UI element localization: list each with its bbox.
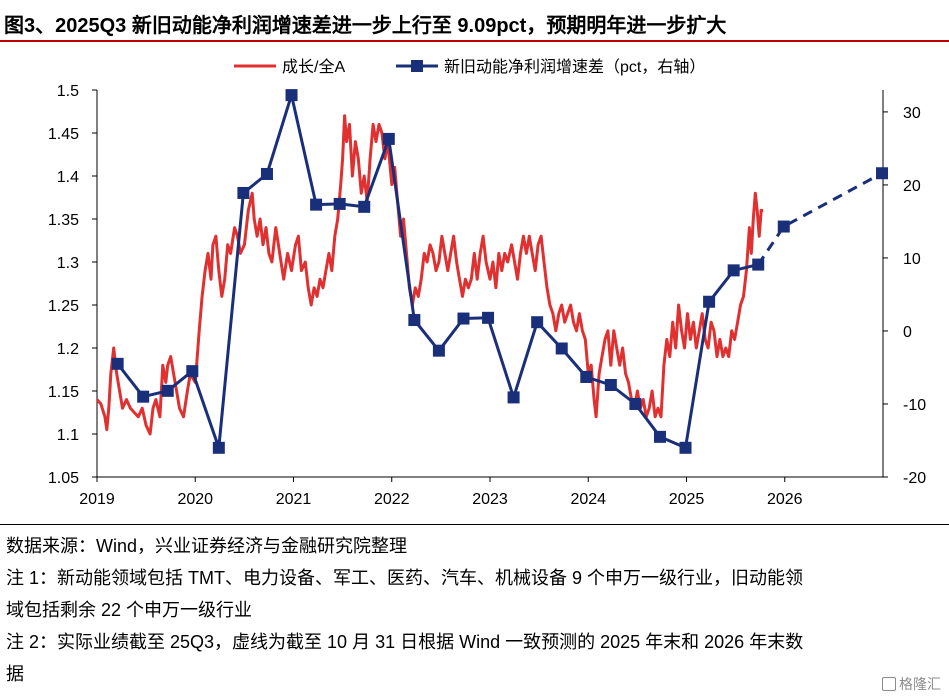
left-tick-label: 1.45: [48, 126, 79, 143]
note-2-line-2: 据: [6, 664, 24, 684]
data-point-marker: [285, 89, 298, 102]
line-chart: 1.51.451.41.351.31.251.21.151.11.0530201…: [48, 58, 926, 508]
data-point-marker: [679, 441, 692, 454]
left-tick-label: 1.4: [57, 169, 79, 186]
forecast-dashed-line: [756, 171, 883, 266]
data-point-marker: [703, 295, 716, 308]
legend-label-growth: 成长/全A: [282, 58, 345, 76]
watermark: 格隆汇: [880, 674, 943, 694]
source-note: 数据来源：Wind，兴业证券经济与金融研究院整理: [6, 536, 408, 556]
x-tick-label: 2021: [276, 491, 312, 508]
right-tick-label: -20: [903, 470, 926, 487]
right-tick-label: -10: [903, 397, 926, 414]
data-point-marker: [457, 312, 470, 325]
data-point-marker: [161, 384, 174, 397]
note-2-line-1: 注 2：实际业绩截至 25Q3，虚线为截至 10 月 31 日根据 Wind 一…: [6, 632, 804, 652]
data-point-marker: [137, 390, 150, 403]
right-tick-label: 20: [903, 178, 921, 195]
left-tick-label: 1.1: [57, 427, 79, 444]
data-point-marker: [212, 441, 225, 454]
left-tick-label: 1.35: [48, 212, 79, 229]
note-1-line-2: 域包括剩余 22 个申万一级行业: [6, 600, 253, 620]
data-point-marker: [260, 167, 273, 180]
data-point-marker: [310, 198, 323, 211]
left-tick-label: 1.05: [48, 470, 79, 487]
chart-legend: 成长/全A 新旧动能净利润增速差（pct，右轴）: [234, 58, 705, 76]
data-point-marker: [629, 397, 642, 410]
left-tick-label: 1.15: [48, 384, 79, 401]
title-divider: [0, 40, 949, 42]
x-tick-label: 2020: [177, 491, 213, 508]
data-point-marker: [408, 314, 421, 327]
chart-series: [95, 89, 889, 454]
legend-label-gap: 新旧动能净利润增速差（pct，右轴）: [444, 58, 705, 76]
right-tick-label: 10: [903, 251, 921, 268]
watermark-logo-icon: [882, 677, 896, 691]
x-tick-label: 2024: [570, 491, 606, 508]
data-point-marker: [580, 370, 593, 383]
note-1-line-1: 注 1：新动能领域包括 TMT、电力设备、军工、医药、汽车、机械设备 9 个申万…: [6, 568, 804, 588]
data-point-marker: [237, 186, 250, 199]
x-tick-label: 2025: [669, 491, 705, 508]
watermark-text: 格隆汇: [899, 676, 941, 692]
figure-title-bar: 图3、2025Q3 新旧动能净利润增速差进一步上行至 9.09pct，预期明年进…: [0, 0, 949, 44]
x-tick-label: 2026: [767, 491, 803, 508]
data-point-marker: [777, 220, 790, 233]
data-point-marker: [186, 365, 199, 378]
data-point-marker: [111, 357, 124, 370]
data-point-marker: [727, 264, 740, 277]
left-tick-label: 1.5: [57, 83, 79, 100]
data-point-marker: [752, 258, 765, 271]
left-tick-label: 1.3: [57, 255, 79, 272]
x-tick-label: 2023: [472, 491, 508, 508]
data-point-marker: [333, 197, 346, 210]
data-point-marker: [358, 200, 371, 213]
data-point-marker: [382, 132, 395, 145]
data-point-marker: [432, 344, 445, 357]
data-point-marker: [604, 378, 617, 391]
footnotes: 数据来源：Wind，兴业证券经济与金融研究院整理 注 1：新动能领域包括 TMT…: [6, 530, 946, 690]
right-tick-label: 0: [903, 324, 912, 341]
data-point-marker: [555, 342, 568, 355]
data-point-marker: [876, 167, 889, 180]
x-tick-label: 2019: [79, 491, 115, 508]
left-tick-label: 1.2: [57, 341, 79, 358]
x-tick-label: 2022: [374, 491, 410, 508]
data-point-marker: [653, 430, 666, 443]
chart-axes: 1.51.451.41.351.31.251.21.151.11.0530201…: [48, 83, 926, 508]
data-point-marker: [482, 311, 495, 324]
source-divider: [0, 524, 949, 525]
left-tick-label: 1.25: [48, 298, 79, 315]
data-point-marker: [531, 316, 544, 329]
data-point-marker: [507, 391, 520, 404]
series-line-1: [95, 114, 764, 436]
right-tick-label: 30: [903, 105, 921, 122]
legend-marker-gap: [411, 60, 423, 72]
figure-title: 图3、2025Q3 新旧动能净利润增速差进一步上行至 9.09pct，预期明年进…: [4, 15, 727, 37]
